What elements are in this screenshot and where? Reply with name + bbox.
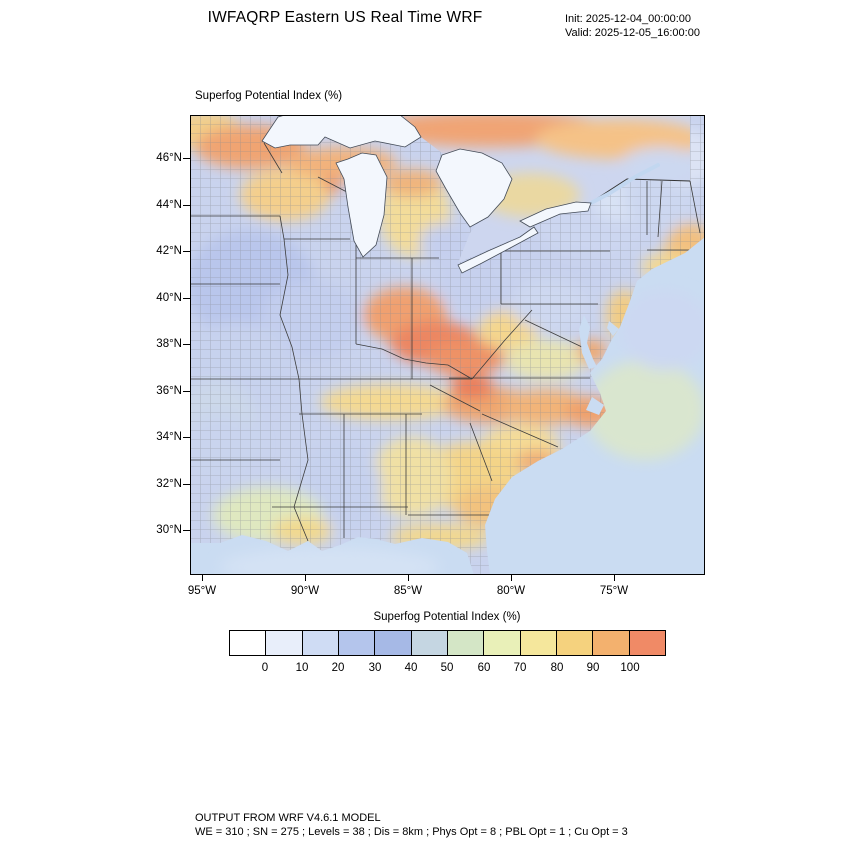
colorbar-segment xyxy=(411,631,448,655)
colorbar-tick-label: 100 xyxy=(620,662,640,674)
lat-tick xyxy=(183,344,190,345)
colorbar-segment xyxy=(520,631,557,655)
coastal-bays xyxy=(579,315,619,415)
lat-tick xyxy=(183,484,190,485)
colorbar-segment xyxy=(302,631,339,655)
colorbar-title: Superfog Potential Index (%) xyxy=(373,611,521,623)
lon-tick-label: 75°W xyxy=(599,585,629,597)
lat-tick-label: 36°N xyxy=(156,385,182,397)
colorbar-segment xyxy=(556,631,594,655)
lat-tick-label: 38°N xyxy=(156,338,182,350)
colorbar-tick-label: 60 xyxy=(477,662,491,674)
lat-tick xyxy=(183,205,190,206)
lon-tick xyxy=(511,575,512,581)
lat-tick-label: 46°N xyxy=(156,152,182,164)
lake-erie xyxy=(457,226,539,274)
model-info-line2: WE = 310 ; SN = 275 ; Levels = 38 ; Dis … xyxy=(195,826,628,838)
great-lakes xyxy=(261,114,592,274)
lat-tick xyxy=(183,251,190,252)
model-info: OUTPUT FROM WRF V4.6.1 MODEL WE = 310 ; … xyxy=(195,811,628,839)
init-time: Init: 2025-12-04_00:00:00 xyxy=(565,13,691,25)
colorbar-tick-label: 50 xyxy=(440,662,454,674)
colorbar-tick-label: 40 xyxy=(404,662,418,674)
lake-michigan xyxy=(335,152,388,258)
st-lawrence-river xyxy=(589,163,660,205)
lat-tick xyxy=(183,158,190,159)
valid-time: Valid: 2025-12-05_16:00:00 xyxy=(565,27,700,39)
colorbar-segment xyxy=(375,631,412,655)
lon-tick xyxy=(305,575,306,581)
plot-title: IWFAQRP Eastern US Real Time WRF xyxy=(207,9,483,26)
lat-tick xyxy=(183,437,190,438)
lake-ontario xyxy=(519,201,592,228)
colorbar-segment xyxy=(447,631,485,655)
lon-tick-label: 85°W xyxy=(393,585,423,597)
lat-tick-label: 32°N xyxy=(156,478,182,490)
lon-tick xyxy=(202,575,203,581)
colorbar-tick-label: 0 xyxy=(261,662,269,674)
colorbar-tick-label: 80 xyxy=(550,662,564,674)
lake-superior xyxy=(261,114,422,149)
colorbar-segment xyxy=(266,631,303,655)
colorbar-tick-label: 10 xyxy=(295,662,309,674)
ocean-shading xyxy=(220,290,710,587)
colorbar-segment xyxy=(629,631,665,655)
colorbar-tick-label: 30 xyxy=(368,662,382,674)
lon-tick xyxy=(408,575,409,581)
lat-tick xyxy=(183,391,190,392)
colorbar-tick-label: 70 xyxy=(513,662,527,674)
lon-tick-label: 95°W xyxy=(187,585,217,597)
colorbar-segment xyxy=(230,631,267,655)
colorbar-tick-label: 20 xyxy=(331,662,345,674)
lat-tick-label: 30°N xyxy=(156,524,182,536)
field-label: Superfog Potential Index (%) xyxy=(195,90,343,102)
lon-tick-label: 90°W xyxy=(290,585,320,597)
map-border xyxy=(190,115,705,575)
colorbar-tick-label: 90 xyxy=(586,662,600,674)
colorbar-segment xyxy=(484,631,521,655)
lat-tick xyxy=(183,298,190,299)
chesapeake-bay xyxy=(579,315,597,369)
state-boundaries xyxy=(190,142,701,542)
pamlico-sound xyxy=(586,397,604,415)
lon-tick-label: 80°W xyxy=(496,585,526,597)
model-info-line1: OUTPUT FROM WRF V4.6.1 MODEL xyxy=(195,812,381,824)
colorbar-segment xyxy=(338,631,376,655)
lat-tick-label: 40°N xyxy=(156,292,182,304)
delaware-bay xyxy=(607,321,619,336)
lake-huron xyxy=(435,148,513,228)
colorbar-segment xyxy=(593,631,630,655)
run-times: Init: 2025-12-04_00:00:00 Valid: 2025-12… xyxy=(565,12,700,40)
lat-tick-label: 34°N xyxy=(156,431,182,443)
lat-tick-label: 44°N xyxy=(156,199,182,211)
lat-tick xyxy=(183,530,190,531)
colorbar xyxy=(229,630,666,656)
lon-tick xyxy=(614,575,615,581)
lat-tick-label: 42°N xyxy=(156,245,182,257)
map-frame xyxy=(190,114,710,587)
eastern-us-map xyxy=(190,114,710,587)
